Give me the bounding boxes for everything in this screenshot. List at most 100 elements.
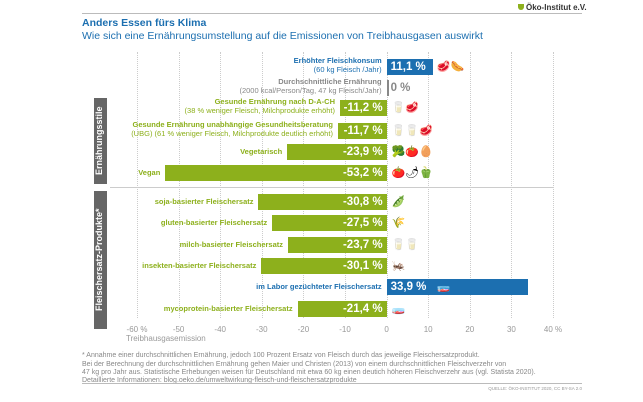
value-label: -23,7 % xyxy=(342,239,383,251)
value-label: -11,2 % xyxy=(343,102,383,114)
bar xyxy=(258,194,387,210)
gridline xyxy=(511,52,513,318)
x-tick-label: -10 xyxy=(339,325,351,334)
bar xyxy=(288,237,387,253)
value-label: -21,4 % xyxy=(342,303,383,315)
bar xyxy=(386,59,433,75)
details-line: Detaillierte Informationen: blog.oeko.de… xyxy=(82,377,357,384)
food-icon: 🥦🍅🥚 xyxy=(391,146,433,158)
bar xyxy=(340,100,387,116)
row-label-text: insekten-basierter Fleischersatz xyxy=(142,261,257,270)
footnote: Bei der Berechnung der durchschnittliche… xyxy=(82,361,507,368)
food-icon: 🍅🌶🫑 xyxy=(391,167,433,179)
row-label-text: Durchschnittliche Ernährung xyxy=(278,77,382,86)
x-tick-label: 30 xyxy=(506,325,516,334)
food-icon: 🦗 xyxy=(391,260,406,272)
row-label-text: Gesunde Ernährung unabhängige Gesundheit… xyxy=(132,120,333,129)
footnote: 47 kg pro Jahr aus. Statistische Erhebun… xyxy=(82,369,536,376)
row-label-text: Vegetarisch xyxy=(240,147,283,156)
row-label-text: gluten-basierter Fleischersatz xyxy=(160,218,268,227)
bottom-rule xyxy=(82,383,582,384)
food-icon: 🥛🥛🥩 xyxy=(391,125,433,137)
gridline xyxy=(428,52,430,318)
gridline xyxy=(303,52,305,318)
x-tick-label: -60 % xyxy=(126,325,148,334)
x-tick-label: -30 xyxy=(256,325,268,334)
gridline xyxy=(469,52,471,318)
row-label-text: Vegan xyxy=(138,168,161,177)
x-tick-label: -40 xyxy=(214,325,226,334)
gridline xyxy=(220,52,222,318)
logo-text: Öko-Institut e.V. xyxy=(526,3,587,12)
value-label: 0 % xyxy=(390,82,411,94)
group-label-fleischersatz: Fleischersatz-Produkte* xyxy=(94,191,107,329)
bar xyxy=(337,123,387,139)
group-label-ernaehrungsstile: Ernährungsstile xyxy=(94,98,107,184)
gridline xyxy=(261,52,263,318)
row-label-text: im Labor gezüchteter Fleischersatz xyxy=(256,282,382,291)
row-label-text: Erhöhter Fleischkonsum xyxy=(293,56,382,65)
row-label-text: Gesunde Ernährung nach D-A-CH xyxy=(214,97,336,106)
bar xyxy=(261,258,387,274)
row-label: milch-basierter Fleischersatz xyxy=(180,240,283,249)
row-label: Vegetarisch xyxy=(240,147,282,156)
food-icon: 🥛🥛 xyxy=(391,239,419,251)
food-icon: 🌾 xyxy=(391,217,406,229)
value-label: -27,5 % xyxy=(342,217,383,229)
bar xyxy=(272,215,387,231)
gridline xyxy=(345,52,346,318)
row-label: im Labor gezüchteter Fleischersatz xyxy=(256,282,381,291)
food-icon: 🫛 xyxy=(391,196,406,208)
x-tick-label: -20 xyxy=(297,325,310,334)
food-icon: 🧫 xyxy=(436,281,451,293)
row-label-text: soja-basierter Fleischersatz xyxy=(154,197,254,206)
value-label: 11,1 % xyxy=(390,61,426,73)
row-label: Erhöhter Fleischkonsum (60 kg Fleisch /Ja… xyxy=(294,56,382,74)
page-subtitle: Wie sich eine Ernährungsumstellung auf d… xyxy=(82,30,483,42)
food-icon: 🥩🌭 xyxy=(436,61,465,73)
food-icon: 🥛🥩 xyxy=(391,102,419,114)
gridline xyxy=(178,52,180,318)
value-label: -11,7 % xyxy=(343,125,383,137)
x-tick-label: 0 xyxy=(384,325,389,334)
row-label: insekten-basierter Fleischersatz xyxy=(142,261,256,270)
food-icon: 🧫 xyxy=(391,303,406,315)
value-label: -30,1 % xyxy=(342,260,383,272)
gridline xyxy=(386,52,388,318)
group-divider xyxy=(110,187,553,188)
row-label-text: mycoprotein-basierter Fleischersatz xyxy=(163,304,293,313)
value-label: -53,2 % xyxy=(342,167,383,179)
gridline xyxy=(137,52,138,318)
value-label: -30,8 % xyxy=(342,196,383,208)
row-label-text: milch-basierter Fleischersatz xyxy=(179,240,284,249)
row-label: mycoprotein-basierter Fleischersatz xyxy=(164,304,293,313)
row-label: Durchschnittliche Ernährung (2000 kcal/Pe… xyxy=(239,77,381,95)
value-label: 33,9 % xyxy=(390,281,427,293)
top-rule xyxy=(82,13,582,14)
source-credit: QUELLE: ÖKO-INSTITUT 2020, CC BY-SA 2.0 xyxy=(488,386,582,391)
footnote: * Annahme einer durchschnittlichen Ernäh… xyxy=(82,352,480,359)
bar xyxy=(287,144,387,160)
bar xyxy=(386,80,389,96)
row-sublabel: (38 % weniger Fleisch, Milchprodukte erh… xyxy=(184,106,336,115)
row-sublabel: (UBG) (61 % weniger Fleisch, Milchproduk… xyxy=(131,129,333,138)
row-label: Vegan xyxy=(138,168,160,177)
gridline xyxy=(553,52,554,318)
row-sublabel: (2000 kcal/Person/Tag, 47 kg Fleisch/Jah… xyxy=(239,86,382,95)
x-axis-label: Treibhausgasemission xyxy=(126,334,206,343)
row-label: gluten-basierter Fleischersatz xyxy=(161,218,267,227)
x-tick-label: -50 xyxy=(172,325,185,334)
row-sublabel: (60 kg Fleisch /Jahr) xyxy=(313,65,382,74)
value-label: -23,9 % xyxy=(342,146,383,158)
bar xyxy=(297,301,387,317)
x-tick-label: 10 xyxy=(423,325,433,334)
page-title: Anders Essen fürs Klima xyxy=(82,17,207,29)
blog-link[interactable]: blog.oeko.de/umweltwirkung-fleisch-und-f… xyxy=(163,377,357,384)
row-label: soja-basierter Fleischersatz xyxy=(155,197,254,206)
bar xyxy=(386,279,528,295)
row-label: Gesunde Ernährung unabhängige Gesundheit… xyxy=(131,120,333,138)
x-tick-label: 40 % xyxy=(543,325,563,334)
x-tick-label: 20 xyxy=(465,325,475,334)
oeko-institut-logo: Öko-Institut e.V. xyxy=(518,3,587,12)
